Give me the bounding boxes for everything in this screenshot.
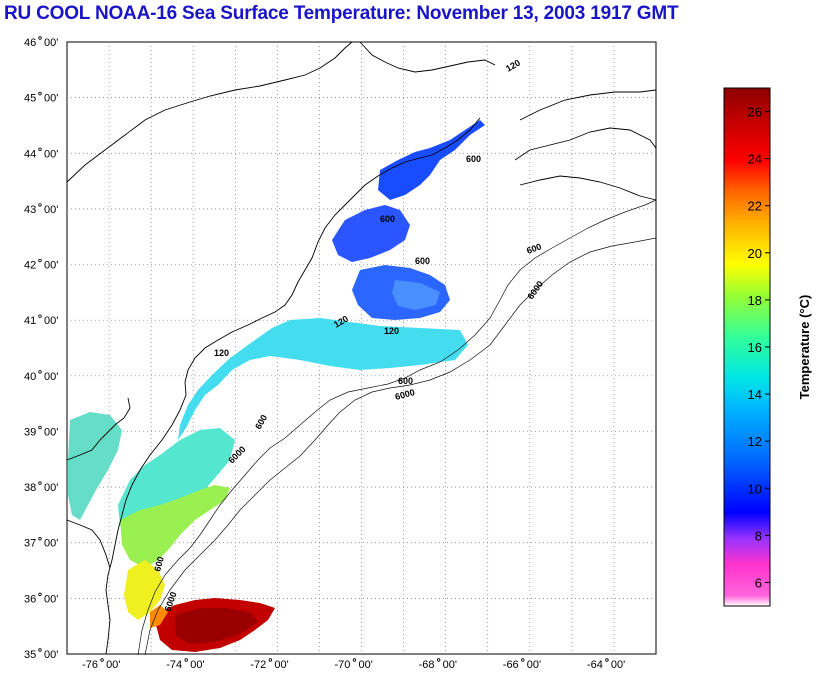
- latitude-minutes: 00': [44, 538, 58, 550]
- sst-green-southern: [120, 485, 230, 568]
- sst-darkred-gulfstream: [175, 608, 258, 644]
- longitude-label: -70: [335, 659, 351, 671]
- degree-symbol: [38, 203, 42, 207]
- colorbar-title: Temperature (°C): [797, 295, 812, 400]
- longitude-minutes: 00': [359, 659, 373, 671]
- latitude-label: 39: [24, 426, 36, 438]
- degree-symbol: [38, 648, 42, 652]
- longitude-label: -64: [587, 659, 603, 671]
- sst-cyan-chesapeake: [68, 412, 122, 520]
- sst-cyan-shelf: [178, 318, 468, 440]
- sst-data-overlay: [68, 120, 485, 652]
- degree-symbol: [38, 481, 42, 485]
- latitude-minutes: 00': [44, 37, 58, 49]
- colorbar-tick-label: 10: [748, 481, 762, 496]
- longitude-label: -66: [503, 659, 519, 671]
- coastline: [66, 41, 657, 655]
- longitude-label: -74: [166, 659, 182, 671]
- contour-label: 600: [466, 154, 481, 164]
- sst-orange-edge: [150, 605, 168, 628]
- degree-symbol: [38, 537, 42, 541]
- longitude-labels: -76 00' -74 00' -72 00' -70 00' -68 00' -66 00' -64 0…: [82, 658, 625, 671]
- latitude-label: 43: [24, 204, 36, 216]
- longitude-label: -72: [250, 659, 266, 671]
- degree-symbol: [184, 658, 188, 662]
- latitude-label: 42: [24, 260, 36, 272]
- colorbar-ticks: 6 8 10 12 14 16 18 20 22 24 26: [748, 105, 770, 590]
- degree-symbol: [38, 36, 42, 40]
- latitude-label: 37: [24, 538, 36, 550]
- degree-symbol: [352, 658, 357, 662]
- sst-lightblue-georges: [392, 280, 440, 310]
- latitude-label: 40: [24, 371, 36, 383]
- degree-symbol: [38, 425, 42, 430]
- contour-label: 600: [415, 256, 430, 266]
- latitude-minutes: 00': [44, 204, 58, 216]
- colorbar-tick-label: 22: [748, 199, 762, 214]
- latitude-minutes: 00': [44, 649, 58, 661]
- longitude-minutes: 00': [106, 659, 120, 671]
- degree-symbol: [38, 370, 42, 374]
- latitude-minutes: 00': [44, 315, 58, 327]
- latitude-labels: 46 00' 45 00' 44 00' 43 00' 42 00' 41 00' 40 00' 39 00'…: [24, 36, 58, 661]
- degree-symbol: [268, 658, 273, 662]
- longitude-minutes: 00': [190, 659, 204, 671]
- colorbar-gradient: [723, 87, 771, 607]
- longitude-label: -68: [419, 659, 435, 671]
- colorbar-tick-label: 6: [755, 575, 762, 590]
- bathymetry-contours: [137, 199, 657, 656]
- degree-symbol: [100, 658, 104, 662]
- degree-symbol: [38, 314, 42, 318]
- latitude-label: 44: [24, 148, 36, 160]
- latitude-minutes: 00': [44, 593, 58, 605]
- colorbar-tick-label: 8: [755, 528, 762, 543]
- colorbar-tick-label: 20: [748, 246, 762, 261]
- latitude-minutes: 00': [44, 148, 58, 160]
- colorbar-tick-label: 14: [748, 387, 762, 402]
- degree-symbol: [436, 658, 441, 662]
- degree-symbol: [38, 592, 42, 597]
- latitude-minutes: 00': [44, 93, 58, 105]
- colorbar-tick-label: 18: [748, 293, 762, 308]
- degree-symbol: [521, 658, 525, 662]
- contour-label: 120: [384, 326, 399, 336]
- longitude-minutes: 00': [274, 659, 288, 671]
- latitude-label: 38: [24, 482, 36, 494]
- longitude-minutes: 00': [527, 659, 541, 671]
- contour-label: 600: [152, 555, 166, 572]
- degree-symbol: [605, 658, 609, 662]
- colorbar-tick-label: 12: [748, 434, 762, 449]
- contour-label: 600: [525, 241, 543, 256]
- latitude-label: 35: [24, 649, 36, 661]
- latitude-minutes: 00': [44, 482, 58, 494]
- colorbar: 6 8 10 12 14 16 18 20 22 24 26 Temperature (°C): [723, 87, 812, 607]
- degree-symbol: [38, 258, 42, 263]
- contour-label: 600: [380, 214, 395, 224]
- sst-yellow-hatteras: [124, 560, 165, 620]
- colorbar-tick-label: 16: [748, 340, 762, 355]
- latitude-minutes: 00': [44, 426, 58, 438]
- longitude-label: -76: [82, 659, 98, 671]
- latitude-minutes: 00': [44, 371, 58, 383]
- latitude-label: 36: [24, 593, 36, 605]
- longitude-minutes: 00': [443, 659, 457, 671]
- degree-symbol: [38, 91, 42, 96]
- contour-label: 120: [214, 348, 229, 358]
- degree-symbol: [38, 147, 42, 151]
- latitude-label: 46: [24, 37, 36, 49]
- latitude-label: 45: [24, 93, 36, 105]
- contour-label: 600: [398, 376, 413, 386]
- longitude-minutes: 00': [611, 659, 625, 671]
- colorbar-tick-label: 24: [748, 152, 762, 167]
- latitude-minutes: 00': [44, 260, 58, 272]
- map-title: RU COOL NOAA-16 Sea Surface Temperature:…: [4, 3, 679, 24]
- latitude-label: 41: [24, 315, 36, 327]
- colorbar-tick-label: 26: [748, 105, 762, 120]
- sst-blue-maine-2: [332, 205, 410, 262]
